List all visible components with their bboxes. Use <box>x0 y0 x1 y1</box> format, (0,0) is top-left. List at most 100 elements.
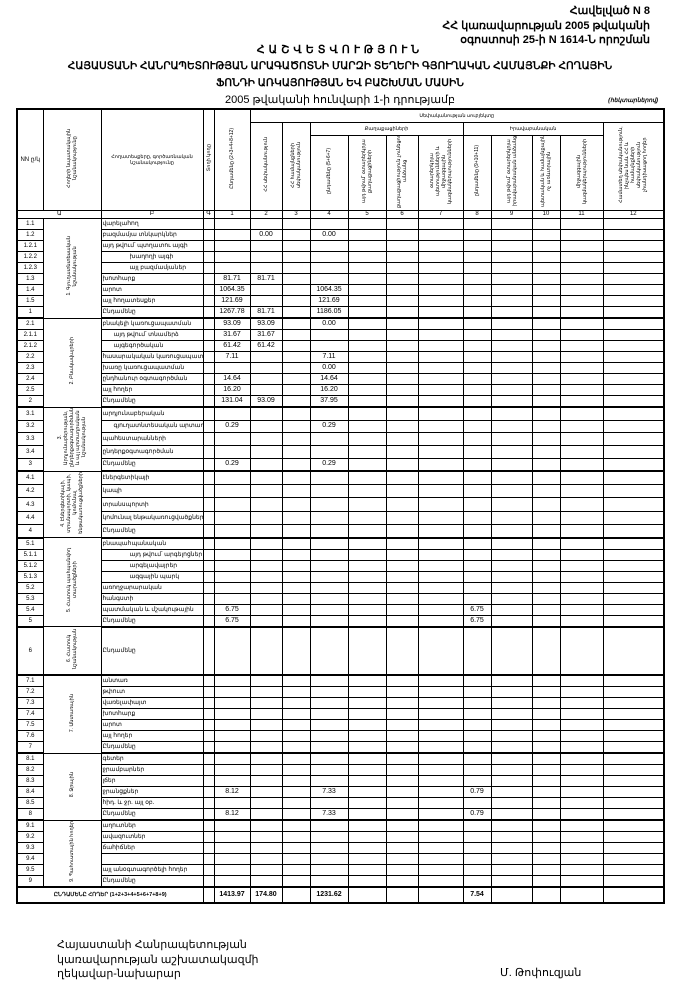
value-cell-9 <box>490 510 533 525</box>
value-cell-11 <box>559 853 604 866</box>
value-cell-4: 16.20 <box>309 384 349 396</box>
value-cell-7 <box>417 864 464 877</box>
value-cell-1 <box>213 362 251 374</box>
value-cell-7 <box>417 273 464 285</box>
value-cell-5 <box>347 559 387 572</box>
value-cell-10 <box>531 537 561 550</box>
value-cell-7 <box>417 362 464 374</box>
value-cell-8 <box>462 432 492 446</box>
value-cell-6 <box>385 362 419 374</box>
value-cell-8: 0.79 <box>462 808 492 822</box>
value-cell-11 <box>559 295 604 307</box>
row-code: 4.2 <box>16 484 44 499</box>
value-cell-1 <box>213 875 251 889</box>
value-cell-11 <box>559 510 604 525</box>
value-cell-2 <box>249 484 283 499</box>
row-line-code <box>202 674 215 688</box>
value-cell-4 <box>309 581 349 594</box>
value-cell-11 <box>559 306 604 319</box>
column-number: 10 <box>531 210 561 219</box>
value-cell-11 <box>559 470 604 486</box>
table-row: 8.4 ջրանցքներ 8.12 7.33 0.79 <box>16 786 665 799</box>
row-code: 4.4 <box>16 510 44 525</box>
value-cell-6 <box>385 730 419 743</box>
value-cell-7 <box>417 581 464 594</box>
row-code: 7.5 <box>16 719 44 732</box>
total-value-11 <box>559 886 604 904</box>
value-cell-3 <box>281 497 311 512</box>
category-label: 8. Ջրային <box>69 772 75 798</box>
row-code: 5 <box>16 614 44 628</box>
value-cell-1 <box>213 719 251 732</box>
value-cell-8 <box>462 842 492 855</box>
table-row: 3.3 պահեստարանների <box>16 432 665 446</box>
row-code: 2.1.1 <box>16 329 44 341</box>
value-cell-8 <box>462 730 492 743</box>
value-cell-3 <box>281 229 311 241</box>
value-cell-9 <box>490 262 533 274</box>
column-number: Գ <box>202 210 215 219</box>
row-line-code <box>202 262 215 274</box>
value-cell-10 <box>531 808 561 822</box>
value-cell-11 <box>559 752 604 766</box>
row-name: խաղողի այգի <box>100 251 204 263</box>
row-code: 2.2 <box>16 351 44 363</box>
column-number: 8 <box>462 210 492 219</box>
value-cell-2 <box>249 741 283 755</box>
value-cell-4 <box>309 406 349 421</box>
value-cell-1 <box>213 570 251 583</box>
value-cell-3 <box>281 614 311 628</box>
value-cell-10 <box>531 614 561 628</box>
value-cell-10 <box>531 457 561 473</box>
value-cell-1: 1267.78 <box>213 306 251 319</box>
row-line-code <box>202 395 215 408</box>
row-line-code <box>202 775 215 788</box>
category-label: 9. Պահուստային հողեր <box>69 821 75 883</box>
value-cell-6 <box>385 284 419 296</box>
value-cell-1 <box>213 697 251 710</box>
value-cell-9 <box>490 419 533 434</box>
value-cell-1 <box>213 752 251 766</box>
category-label: 7. Անտառային <box>69 693 75 732</box>
value-cell-3 <box>281 523 311 539</box>
value-cell-3 <box>281 697 311 710</box>
column-number: 4 <box>309 210 349 219</box>
value-cell-12 <box>602 406 665 421</box>
value-cell-9 <box>490 273 533 285</box>
header-c7: օտարերկրյա պետությունների և միջազգային կ… <box>417 135 464 211</box>
value-cell-7 <box>417 548 464 561</box>
value-cell-10 <box>531 875 561 889</box>
value-cell-2 <box>249 819 283 833</box>
row-code: 5.1.3 <box>16 570 44 583</box>
value-cell-6 <box>385 626 419 677</box>
value-cell-9 <box>490 752 533 766</box>
value-cell-5 <box>347 218 387 230</box>
value-cell-6 <box>385 351 419 363</box>
value-cell-2 <box>249 510 283 525</box>
value-cell-3 <box>281 875 311 889</box>
value-cell-1: 6.75 <box>213 603 251 616</box>
row-line-code <box>202 614 215 628</box>
row-line-code <box>202 218 215 230</box>
total-value-5 <box>347 886 387 904</box>
value-cell-6 <box>385 674 419 688</box>
value-cell-10 <box>531 581 561 594</box>
value-cell-8 <box>462 674 492 688</box>
column-number: 7 <box>417 210 464 219</box>
value-cell-3 <box>281 273 311 285</box>
row-line-code <box>202 444 215 459</box>
value-cell-5 <box>347 686 387 699</box>
column-number: 3 <box>281 210 311 219</box>
value-cell-6 <box>385 786 419 799</box>
value-cell-2 <box>249 406 283 421</box>
table-row: 8 Ընդամենը 8.12 7.33 0.79 <box>16 808 665 822</box>
value-cell-4: 1186.05 <box>309 306 349 319</box>
header-g: Տողի կոդը <box>202 108 215 211</box>
value-cell-6 <box>385 406 419 421</box>
value-cell-1: 31.67 <box>213 329 251 341</box>
value-cell-2: 81.71 <box>249 273 283 285</box>
value-cell-4 <box>309 831 349 844</box>
value-cell-4 <box>309 523 349 539</box>
row-code: 1.3 <box>16 273 44 285</box>
value-cell-6 <box>385 432 419 446</box>
